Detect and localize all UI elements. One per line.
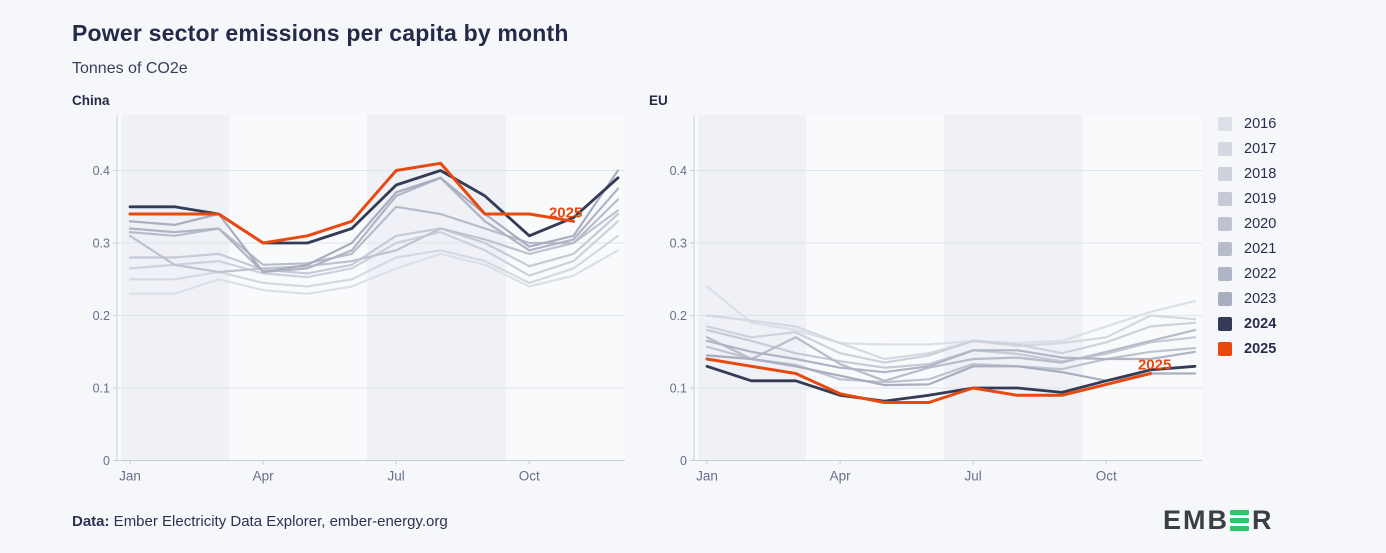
series-line-2021 <box>705 328 1197 382</box>
quarter-band <box>366 115 506 461</box>
y-axis-tick-label: 0 <box>103 454 110 468</box>
legend-swatch-icon <box>1218 217 1232 231</box>
series-line-2025 <box>705 357 1153 404</box>
series-line-2022 <box>705 339 1197 374</box>
y-axis-tick-label: 0.3 <box>93 237 110 251</box>
annotation-2025-label: 2025 <box>549 204 582 221</box>
series-line-2016 <box>705 285 1197 346</box>
x-axis-tick-label: Apr <box>830 469 852 484</box>
legend: 2016 2017 2018 2019 2020 2021 2022 2023 2024 2025 <box>1218 116 1277 357</box>
quarter-band <box>943 115 1083 461</box>
legend-swatch-icon <box>1218 167 1232 181</box>
y-axis-tick-label: 0.4 <box>93 164 110 178</box>
legend-item-2024: 2024 <box>1218 316 1277 332</box>
annotation-2025-label: 2025 <box>1138 357 1171 374</box>
legend-year-label: 2024 <box>1244 316 1277 332</box>
y-axis-tick-label: 0.2 <box>670 309 687 323</box>
series-line-2023 <box>128 169 620 274</box>
chart-canvas-eu: 0 0.1 0.2 0.3 0.4 Jan Apr Jul Oct 2025 <box>670 115 1202 484</box>
legend-swatch-icon <box>1218 117 1232 131</box>
chart-canvas-china: 0 0.1 0.2 0.3 0.4 Jan Apr Jul Oct 2025 <box>93 115 625 484</box>
legend-swatch-icon <box>1218 317 1232 331</box>
line-chart-china: 0 0.1 0.2 0.3 0.4 Jan Apr Jul Oct 2025 <box>70 108 630 488</box>
x-axis-tick-label: Oct <box>1096 469 1117 484</box>
legend-swatch-icon <box>1218 342 1232 356</box>
y-axis-tick-label: 0.4 <box>670 164 687 178</box>
logo-text-prefix: EMB <box>1163 505 1229 535</box>
legend-item-2025: 2025 <box>1218 341 1277 357</box>
ember-logo: EMB R <box>1163 505 1274 536</box>
legend-year-label: 2025 <box>1244 341 1277 357</box>
y-axis-tick-label: 0.1 <box>670 382 687 396</box>
series-line-2017 <box>128 234 620 288</box>
chart-title-eu: EU <box>649 93 668 108</box>
legend-item-2023: 2023 <box>1218 291 1277 307</box>
y-axis-tick-label: 0 <box>680 454 687 468</box>
series-line-2016 <box>128 249 620 295</box>
legend-year-label: 2017 <box>1244 141 1277 157</box>
legend-item-2016: 2016 <box>1218 116 1277 132</box>
y-axis-tick-label: 0.3 <box>670 237 687 251</box>
legend-swatch-icon <box>1218 192 1232 206</box>
quarter-band <box>121 115 230 461</box>
legend-item-2018: 2018 <box>1218 166 1277 182</box>
logo-green-e-icon <box>1230 510 1249 531</box>
series-line-2024 <box>705 364 1197 403</box>
legend-swatch-icon <box>1218 267 1232 281</box>
legend-item-2017: 2017 <box>1218 141 1277 157</box>
legend-swatch-icon <box>1218 242 1232 256</box>
source-credit: Data: Ember Electricity Data Explorer, e… <box>72 513 448 530</box>
series-line-2022 <box>128 176 620 274</box>
legend-year-label: 2018 <box>1244 166 1277 182</box>
page-title: Power sector emissions per capita by mon… <box>72 20 569 46</box>
x-axis-tick-label: Oct <box>519 469 540 484</box>
legend-year-label: 2023 <box>1244 291 1277 307</box>
chart-title-china: China <box>72 93 110 108</box>
quarter-band <box>698 115 807 461</box>
legend-year-label: 2020 <box>1244 216 1277 232</box>
legend-item-2020: 2020 <box>1218 216 1277 232</box>
legend-year-label: 2021 <box>1244 241 1277 257</box>
x-axis-tick-label: Jan <box>696 469 718 484</box>
legend-item-2022: 2022 <box>1218 266 1277 282</box>
y-axis-tick-label: 0.1 <box>93 382 110 396</box>
legend-swatch-icon <box>1218 142 1232 156</box>
x-axis-tick-label: Jan <box>119 469 141 484</box>
line-chart-eu: 0 0.1 0.2 0.3 0.4 Jan Apr Jul Oct 2025 <box>647 108 1207 488</box>
series-line-2025 <box>128 161 576 245</box>
x-axis-tick-label: Jul <box>388 469 405 484</box>
series-line-2020 <box>705 345 1197 384</box>
units-subtitle: Tonnes of CO2e <box>72 60 188 77</box>
legend-year-label: 2022 <box>1244 266 1277 282</box>
logo-text-suffix: R <box>1252 505 1274 535</box>
source-credit-label: Data: <box>72 513 110 530</box>
series-line-2020 <box>128 209 620 274</box>
legend-item-2019: 2019 <box>1218 191 1277 207</box>
series-line-2018 <box>705 321 1197 364</box>
y-axis-tick-label: 0.2 <box>93 309 110 323</box>
legend-item-2021: 2021 <box>1218 241 1277 257</box>
x-axis-tick-label: Jul <box>965 469 982 484</box>
legend-swatch-icon <box>1218 292 1232 306</box>
legend-year-label: 2016 <box>1244 116 1277 132</box>
source-credit-text: Ember Electricity Data Explorer, ember-e… <box>109 513 448 530</box>
legend-year-label: 2019 <box>1244 191 1277 207</box>
series-line-2019 <box>128 212 620 275</box>
x-axis-tick-label: Apr <box>253 469 275 484</box>
